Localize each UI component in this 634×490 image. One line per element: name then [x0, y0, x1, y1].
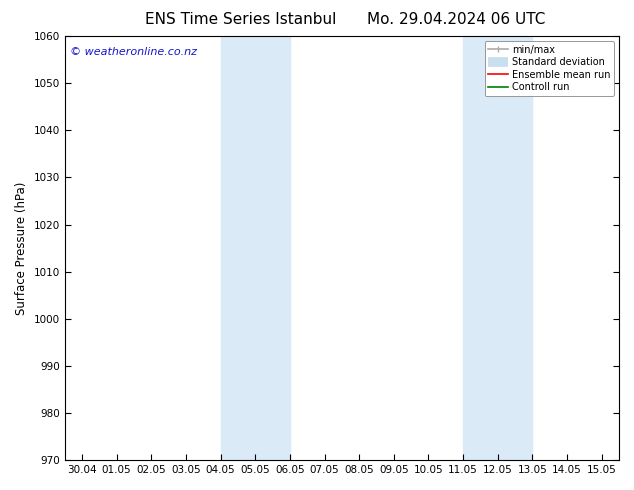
Bar — [463, 36, 533, 460]
Text: ENS Time Series Istanbul: ENS Time Series Istanbul — [145, 12, 337, 27]
Text: Mo. 29.04.2024 06 UTC: Mo. 29.04.2024 06 UTC — [367, 12, 546, 27]
Y-axis label: Surface Pressure (hPa): Surface Pressure (hPa) — [15, 181, 28, 315]
Bar — [221, 36, 290, 460]
Legend: min/max, Standard deviation, Ensemble mean run, Controll run: min/max, Standard deviation, Ensemble me… — [484, 41, 614, 96]
Text: © weatheronline.co.nz: © weatheronline.co.nz — [70, 47, 197, 57]
